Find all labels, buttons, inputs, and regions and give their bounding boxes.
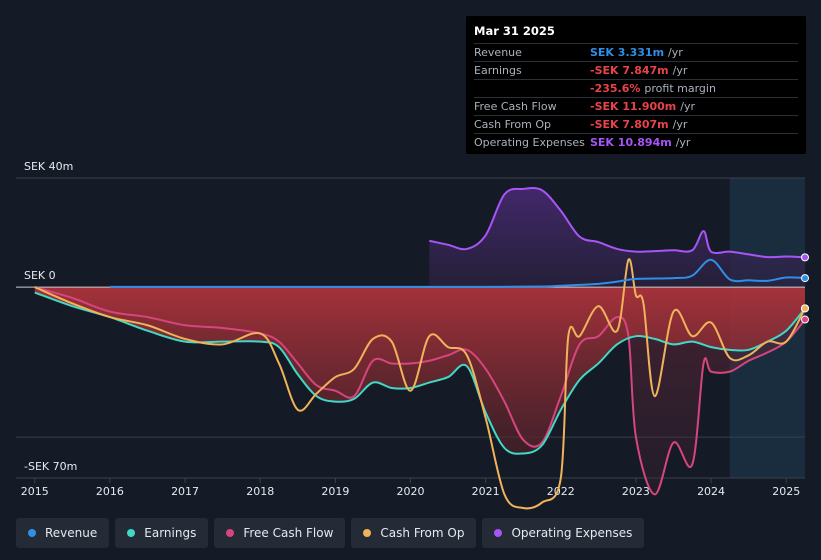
earnings-line xyxy=(34,291,806,455)
legend-item-revenue[interactable]: Revenue xyxy=(16,518,110,548)
tooltip-row-label: Revenue xyxy=(474,46,522,59)
legend-dot-icon xyxy=(363,529,372,537)
y-tick-label: -SEK 70m xyxy=(24,460,77,473)
tooltip-row: -235.6% profit margin xyxy=(474,79,798,97)
tooltip-row-value: SEK 3.331m xyxy=(590,46,665,59)
revenue-end-point xyxy=(801,274,809,283)
legend-dot-icon xyxy=(28,529,36,537)
x-tick-label: 2017 xyxy=(171,485,199,498)
tooltip-row: Operating Expenses SEK 10.894m/yr xyxy=(474,133,798,151)
legend-item-free-cash-flow[interactable]: Free Cash Flow xyxy=(214,518,346,548)
tooltip-row: Free Cash Flow -SEK 11.900m/yr xyxy=(474,97,798,115)
tooltip-row-label: Operating Expenses xyxy=(474,136,585,149)
chart-canvas: SEK 40m SEK 0 -SEK 70m 2015 2016 2017 2018 2019… xyxy=(16,160,809,510)
tooltip-row-unit: /yr xyxy=(668,46,683,59)
legend: Revenue Earnings Free Cash Flow Cash From O… xyxy=(16,518,645,548)
tooltip-row-unit: profit margin xyxy=(644,82,716,95)
tooltip-row-unit: /yr xyxy=(675,136,691,149)
tooltip-row-label: Earnings xyxy=(474,64,522,77)
tooltip-row-unit: /yr xyxy=(672,118,688,131)
x-tick-label: 2015 xyxy=(21,485,49,498)
legend-label: Free Cash Flow xyxy=(243,526,334,540)
legend-label: Earnings xyxy=(144,526,197,540)
x-tick-label: 2018 xyxy=(246,485,274,498)
opex-area xyxy=(429,187,805,288)
tooltip-row: Cash From Op -SEK 7.807m/yr xyxy=(474,115,798,133)
tooltip-row-unit: /yr xyxy=(680,100,696,113)
legend-dot-icon xyxy=(127,529,136,537)
operating-expenses-line xyxy=(429,186,806,259)
tooltip-row: Earnings -SEK 7.847m/yr xyxy=(474,61,798,79)
x-tick-label: 2022 xyxy=(547,485,575,498)
cash-from-op-end-point xyxy=(801,304,809,313)
x-tick-label: 2020 xyxy=(397,485,425,498)
revenue-line xyxy=(109,258,806,288)
x-tick-label: 2024 xyxy=(697,485,725,498)
tooltip-row-value: -235.6% xyxy=(590,82,641,95)
cash-from-op-line xyxy=(34,258,806,510)
tooltip-row-label: Cash From Op xyxy=(474,118,552,131)
x-tick-label: 2016 xyxy=(96,485,124,498)
y-tick-label: SEK 40m xyxy=(24,160,73,173)
tooltip-row-value: -SEK 11.900m xyxy=(590,100,677,113)
tooltip-row-label: Free Cash Flow xyxy=(474,100,557,113)
tooltip-row-value: SEK 10.894m xyxy=(590,136,672,149)
tooltip-panel: Mar 31 2025 Revenue SEK 3.331m/yr Earnings… xyxy=(466,16,806,154)
tooltip-row: Revenue SEK 3.331m/yr xyxy=(474,43,798,61)
x-tick-label: 2023 xyxy=(622,485,650,498)
legend-dot-icon xyxy=(226,529,235,537)
tooltip-row-value: -SEK 7.847m xyxy=(590,64,669,77)
legend-label: Operating Expenses xyxy=(511,526,633,540)
legend-label: Revenue xyxy=(45,526,98,540)
free-cash-flow-line xyxy=(34,286,806,496)
legend-label: Cash From Op xyxy=(380,526,465,540)
x-tick-label: 2025 xyxy=(772,485,800,498)
free-cash-flow-end-point xyxy=(801,315,809,324)
y-tick-label: SEK 0 xyxy=(24,269,56,282)
tooltip-date: Mar 31 2025 xyxy=(474,24,555,38)
tooltip-row-value: -SEK 7.807m xyxy=(590,118,669,131)
x-tick-label: 2021 xyxy=(472,485,500,498)
x-tick-label: 2019 xyxy=(321,485,349,498)
legend-item-earnings[interactable]: Earnings xyxy=(115,518,209,548)
legend-item-operating-expenses[interactable]: Operating Expenses xyxy=(482,518,645,548)
tooltip-row-unit: /yr xyxy=(672,64,688,77)
operating-expenses-end-point xyxy=(801,253,809,262)
legend-item-cash-from-op[interactable]: Cash From Op xyxy=(351,518,477,548)
legend-dot-icon xyxy=(494,529,503,537)
